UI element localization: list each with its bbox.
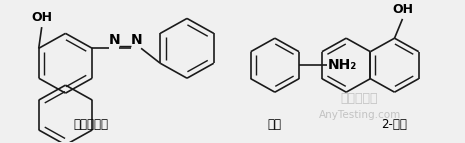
Text: 苏丹红一号: 苏丹红一号 [73, 118, 108, 131]
Text: 2-萊酚: 2-萊酚 [382, 118, 407, 131]
Text: 苯胺: 苯胺 [268, 118, 282, 131]
Text: 嵊岕检测网: 嵊岕检测网 [341, 92, 379, 105]
Text: OH: OH [31, 11, 52, 24]
Text: NH₂: NH₂ [328, 58, 357, 72]
Text: N: N [108, 33, 120, 47]
Text: OH: OH [392, 3, 413, 16]
Text: AnyTesting.com: AnyTesting.com [319, 110, 401, 120]
Text: N: N [130, 33, 142, 47]
